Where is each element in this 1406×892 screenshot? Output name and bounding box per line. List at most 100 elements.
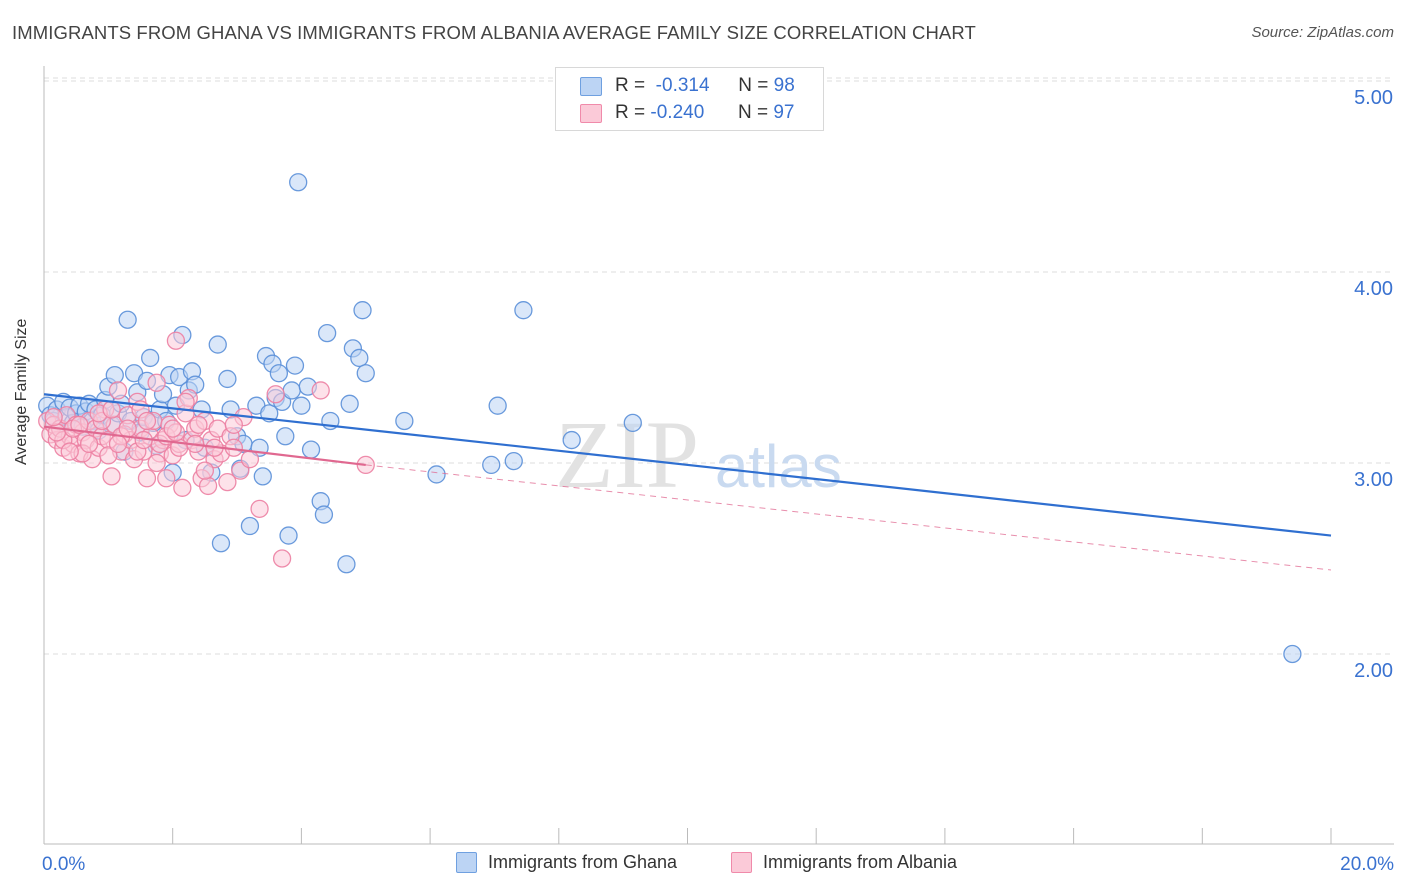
legend-r-value-ghana: -0.314 [655, 75, 710, 96]
albania-point [195, 461, 215, 480]
ghana-point [488, 396, 507, 415]
albania-trend-extension [365, 464, 1332, 571]
albania-point [189, 415, 208, 434]
tick-labels: 5.00 4.00 3.00 2.00 0.0% 20.0% [42, 87, 1394, 875]
ghana-point [623, 413, 642, 433]
series-swatch-albania [731, 852, 752, 873]
ghana-point [285, 356, 305, 375]
albania-point [250, 499, 269, 518]
ghana-point [105, 365, 124, 385]
series-label-albania: Immigrants from Albania [763, 852, 958, 872]
albania-point [218, 472, 237, 492]
series-legend-albania[interactable]: Immigrants from Albania [731, 852, 957, 873]
albania-point [198, 476, 218, 496]
albania-point [137, 411, 157, 431]
ghana-point [289, 173, 308, 192]
correlation-legend: R = -0.314 N = 98 R = -0.240 N = 97 [555, 67, 824, 131]
watermark: ZIP atlas [555, 401, 842, 508]
albania-point [108, 434, 128, 454]
ghana-point [314, 505, 334, 524]
ghana-point [337, 555, 356, 574]
ghana-point [269, 364, 289, 383]
ghana-point [317, 323, 337, 343]
legend-r-value-albania: -0.240 [650, 102, 705, 123]
ghana-point [356, 364, 375, 383]
ghana-point [353, 301, 372, 320]
albania-point [176, 392, 195, 412]
legend-swatch-albania [580, 103, 602, 123]
albania-point [147, 453, 166, 473]
x-tick-label: 0.0% [42, 854, 85, 875]
x-tick-label: 20.0% [1340, 854, 1394, 875]
legend-swatch-ghana [580, 76, 602, 96]
albania-point [166, 331, 186, 350]
ghana-point [218, 369, 237, 389]
legend-row-ghana: R = -0.314 N = 98 [580, 74, 795, 98]
ghana-point [427, 465, 446, 484]
ghana-point [240, 516, 260, 536]
trend-lines [43, 393, 1332, 571]
legend-n-label: N = [738, 75, 769, 96]
ghana-point [253, 467, 272, 486]
albania-point [224, 415, 243, 434]
series-swatch-ghana [456, 852, 477, 873]
albania-point [70, 415, 89, 434]
y-tick-label: 4.00 [1354, 278, 1393, 300]
y-tick-label: 2.00 [1354, 660, 1393, 682]
y-tick-label: 5.00 [1354, 87, 1393, 109]
ghana-point [118, 310, 137, 329]
series-legend: Immigrants from Ghana Immigrants from Al… [0, 852, 1406, 876]
ghana-point [276, 427, 295, 446]
ghana-point [211, 534, 231, 553]
albania-point [157, 469, 176, 488]
albania-point [79, 434, 99, 454]
albania-point [118, 419, 137, 438]
albania-point [272, 549, 292, 568]
albania-point [266, 385, 285, 404]
y-tick-label: 3.00 [1354, 469, 1393, 491]
albania-trend-line [43, 425, 366, 467]
ghana-point [350, 348, 369, 368]
legend-r-label: R = [615, 102, 646, 123]
ghana-point [504, 451, 523, 471]
ghana-point [282, 381, 301, 400]
y-axis-label: Average Family Size [13, 318, 30, 465]
chart-title: IMMIGRANTS FROM GHANA VS IMMIGRANTS FROM… [12, 22, 976, 43]
data-points [38, 173, 1302, 664]
ghana-point [514, 301, 533, 320]
ghana-point [208, 335, 227, 354]
albania-point [102, 467, 121, 486]
watermark-atlas: atlas [715, 433, 842, 500]
ghana-point [562, 430, 581, 450]
albania-point [147, 373, 166, 392]
legend-row-albania: R = -0.240 N = 97 [580, 101, 794, 125]
ghana-point [340, 394, 359, 413]
series-label-ghana: Immigrants from Ghana [488, 852, 678, 872]
ghana-point [279, 526, 298, 545]
ghana-point [1283, 644, 1302, 664]
ghana-point [301, 440, 321, 459]
albania-point [311, 381, 330, 400]
albania-point [240, 450, 260, 469]
ghana-point [395, 411, 414, 431]
ghana-point [292, 396, 311, 415]
legend-n-value-albania: 97 [773, 102, 795, 123]
series-legend-ghana[interactable]: Immigrants from Ghana [456, 852, 677, 873]
grid-lines [44, 77, 1394, 655]
albania-point [137, 469, 157, 488]
ghana-point [482, 455, 501, 475]
ghana-trend-line [43, 393, 1332, 537]
legend-r-label: R = [615, 75, 646, 96]
albania-point [102, 400, 121, 419]
legend-n-label: N = [737, 102, 769, 123]
albania-point [108, 381, 128, 400]
albania-point [163, 419, 182, 438]
albania-point [44, 408, 63, 427]
albania-point [173, 478, 192, 497]
source-credit: Source: ZipAtlas.com [1251, 24, 1394, 41]
legend-n-value-ghana: 98 [773, 75, 795, 96]
ghana-point [141, 348, 160, 368]
axes [43, 66, 1394, 845]
albania-point [60, 442, 79, 461]
